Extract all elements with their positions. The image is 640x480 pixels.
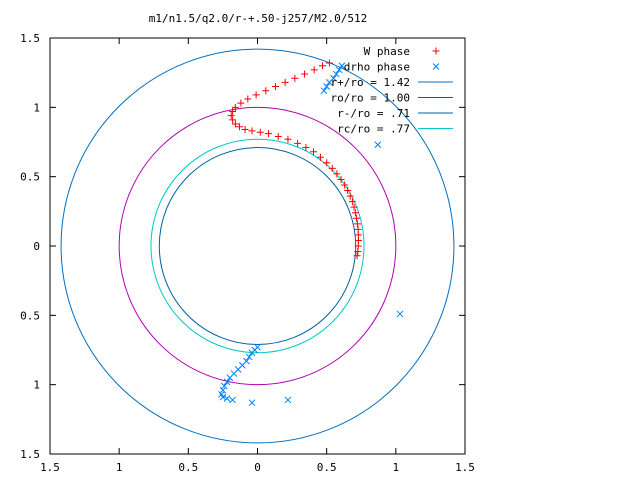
- x-tick-label-3: 0: [254, 461, 261, 474]
- cross-marker-18: [223, 378, 231, 386]
- series-0: [227, 59, 362, 260]
- cross-marker-6: [320, 87, 328, 95]
- circle-2: [158, 147, 357, 345]
- cross-marker-7: [374, 141, 382, 149]
- plus-marker-5: [354, 225, 362, 233]
- cross-marker-1: [335, 66, 343, 74]
- legend-circle-label-1: ro/ro = 1.00: [331, 92, 410, 105]
- cross-marker-26: [284, 396, 292, 404]
- plus-marker-23: [274, 132, 282, 140]
- axis-ticks: 1.5 1 0.5 0 0.5 1 1.51.510.500.511.5: [20, 32, 475, 474]
- plus-marker-15: [333, 170, 341, 178]
- x-tick-label-0: 1.5: [40, 461, 60, 474]
- plus-marker-25: [256, 128, 264, 136]
- plus-marker-11: [346, 192, 354, 200]
- plus-marker-0: [353, 252, 361, 260]
- legend-circle-label-3: rc/ro = .77: [337, 123, 410, 136]
- x-tick-label-4: 0.5: [317, 461, 337, 474]
- plus-marker-42: [310, 66, 318, 74]
- plus-marker-36: [252, 91, 260, 99]
- plus-marker-20: [302, 144, 310, 152]
- y-tick-label-6: 1.5: [20, 448, 40, 461]
- y-tick-label-3: 0: [33, 240, 40, 253]
- cross-marker-24: [229, 396, 236, 404]
- plus-marker-40: [291, 74, 299, 82]
- legend: W phase drho phase r+/ro = 1.42 ro/ro = 1.0…: [331, 45, 453, 136]
- x-tick-label-5: 1: [393, 461, 400, 474]
- plus-marker-18: [316, 153, 324, 161]
- plus-marker-30: [229, 116, 237, 124]
- plus-marker-34: [237, 99, 245, 107]
- plus-marker-43: [319, 62, 327, 70]
- legend-circle-label-2: r-/ro = .71: [337, 107, 410, 120]
- cross-marker-0: [338, 62, 346, 70]
- plus-marker-44: [325, 59, 333, 67]
- data-series: [218, 59, 404, 407]
- cross-marker-19: [220, 382, 228, 390]
- plus-marker-12: [344, 187, 352, 195]
- cross-marker-23: [223, 395, 231, 402]
- x-tick-label-6: 1.5: [455, 461, 475, 474]
- plus-marker-13: [341, 181, 349, 189]
- plus-marker-6: [353, 220, 361, 228]
- plus-marker-37: [262, 87, 270, 95]
- plus-marker-21: [294, 139, 302, 147]
- legend-marker-1: [432, 63, 440, 70]
- cross-marker-25: [248, 399, 256, 407]
- cross-marker-8: [396, 310, 404, 318]
- plus-marker-26: [248, 127, 256, 135]
- x-tick-label-1: 1: [116, 461, 123, 474]
- plus-marker-19: [310, 148, 318, 156]
- plus-marker-7: [353, 214, 361, 222]
- legend-marker-0: [432, 47, 440, 55]
- legend-label-1: drho phase: [344, 61, 410, 74]
- cross-marker-11: [248, 349, 256, 357]
- plus-marker-32: [229, 107, 237, 115]
- plus-marker-27: [241, 126, 249, 134]
- circle-1: [118, 106, 397, 386]
- plus-marker-17: [323, 159, 331, 167]
- plus-marker-33: [231, 103, 239, 111]
- plus-marker-24: [265, 130, 273, 138]
- plus-marker-16: [328, 164, 336, 172]
- plus-marker-38: [271, 83, 279, 91]
- x-tick-label-2: 0.5: [178, 461, 198, 474]
- circle-0: [60, 48, 455, 444]
- chart-title: m1/n1.5/q2.0/r-+.50-j257/M2.0/512: [149, 12, 368, 25]
- series-1: [218, 62, 404, 407]
- cross-marker-22: [219, 393, 227, 401]
- plus-marker-22: [284, 135, 292, 143]
- cross-marker-2: [332, 70, 340, 78]
- plus-marker-35: [244, 95, 252, 103]
- cross-marker-17: [226, 374, 234, 382]
- legend-label-0: W phase: [364, 45, 410, 58]
- plus-marker-29: [231, 120, 239, 128]
- plus-marker-10: [348, 198, 356, 206]
- cross-marker-12: [245, 353, 253, 361]
- plus-marker-9: [350, 203, 358, 211]
- plus-marker-41: [301, 70, 309, 78]
- plus-marker-31: [227, 112, 235, 120]
- y-tick-label-5: 1: [33, 379, 40, 392]
- plus-marker-28: [236, 123, 244, 131]
- plus-marker-8: [351, 209, 359, 217]
- plus-marker-14: [337, 175, 345, 183]
- cross-marker-4: [326, 79, 333, 86]
- cross-marker-5: [323, 83, 331, 90]
- legend-circle-label-0: r+/ro = 1.42: [331, 76, 410, 89]
- y-tick-label-4: 0.5: [20, 309, 40, 322]
- y-tick-label-0: 1.5: [20, 32, 40, 45]
- y-tick-label-2: 0.5: [20, 171, 40, 184]
- plus-marker-39: [281, 78, 289, 86]
- y-tick-label-1: 1: [33, 101, 40, 114]
- cross-marker-20: [219, 386, 227, 394]
